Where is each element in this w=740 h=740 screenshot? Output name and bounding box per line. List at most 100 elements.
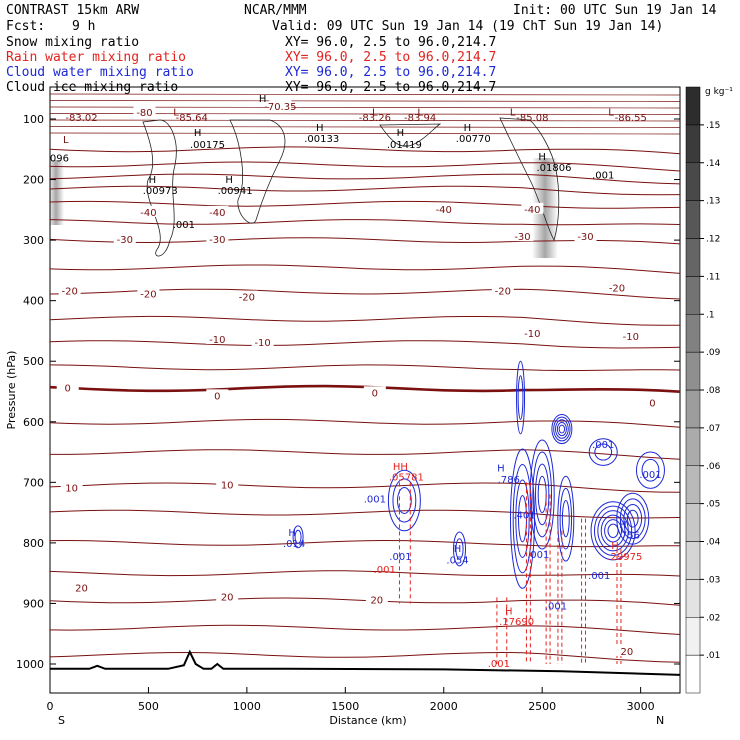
cloud-water-contour [535,463,550,526]
colorbar-swatch [685,465,701,504]
contour-annotation: .001 [639,470,661,481]
contour-annotation: .001 [173,220,195,231]
cloud-water-contour [397,487,412,514]
contour-annotation: H [454,544,462,555]
isotherm-label-bg [491,284,514,296]
isotherm-label: -30 [514,232,530,243]
contour-annotation: .00941 [218,186,253,197]
isotherm [50,173,680,185]
cloud-water-contour [616,492,650,545]
rain-water-contour [557,530,563,664]
isotherm-label-bg [606,281,628,293]
colorbar-label: .06 [706,462,721,472]
isotherm-label-bg [137,287,160,299]
south-label: S [58,714,65,727]
isotherm [50,146,680,155]
y-tick-label: 700 [23,476,44,489]
upper-temp-line [50,93,680,96]
contour-annotation: .014 [283,539,305,550]
contour-annotation: .01419 [387,140,422,151]
cloud-water-contour [607,523,619,538]
contour-annotation: H [259,94,267,105]
isotherm [50,570,680,577]
y-tick-label: 600 [23,416,44,429]
rain-water-contour [545,494,551,664]
isotherm-label-bg [363,386,386,398]
contour-annotation: .001 [545,602,567,613]
colorbar-label: .13 [706,197,720,207]
isotherm [50,624,680,635]
cloud-water-contour [529,439,555,550]
contour-annotation: .001 [588,571,610,582]
isotherm-label: 0 [214,391,220,402]
colorbar-label: .12 [706,235,720,245]
contour-annotation: .00973 [143,186,178,197]
colorbar-swatch [685,617,701,656]
contour-annotation: HH [393,462,408,473]
contour-annotation: -85.08 [516,113,548,124]
isotherm-label: -30 [577,232,593,243]
cloud-water-contour [557,475,575,562]
cloud-water-contour [594,443,613,461]
colorbar-swatch [685,389,701,429]
x-tick-label: 2500 [528,700,556,713]
contour-annotation: .01806 [537,163,572,174]
cloud-water-contour [551,414,573,445]
plot-frame [49,86,681,694]
x-axis-label: Distance (km) [329,714,406,727]
isotherm-label: -70.35 [264,102,296,113]
isotherm-label-bg [251,336,274,348]
y-tick-label: 800 [23,537,44,550]
x-tick-label: 1500 [331,700,359,713]
isotherm-label-bg [206,389,229,401]
x-tick-label: 1000 [233,700,261,713]
y-tick-label: 500 [23,355,44,368]
isotherm [50,200,680,209]
cloud-water-contour [292,525,304,549]
cloud-water-contour [641,458,660,482]
legend-field-2: Cloud water mixing ratio [6,65,194,80]
colorbar-label: .11 [706,272,720,282]
isotherm-label: -30 [117,235,133,246]
y-tick-label: 1000 [16,658,44,671]
y-tick-label: 100 [23,113,44,126]
contour-annotation: H [538,152,546,163]
isotherm [50,340,680,349]
isotherm-label: -10 [209,335,225,346]
cloud-water-contour [604,519,623,543]
isotherm [50,161,680,172]
cloud-water-contour [558,424,566,434]
legend-field-1: Rain water mixing ratio [6,50,186,65]
upper-temp-line [50,132,680,135]
isotherm-label-bg [521,326,544,338]
header: CONTRAST 15km ARW NCAR/MMM Init: 00 UTC … [6,3,717,95]
colorbar: .01 .02 .03 .04 .05 .06 .07 .08 .09 .1 .11 .12 .13 .1… [685,86,721,694]
colorbar-swatch [685,351,701,391]
isotherm [50,509,680,519]
colorbar-swatch [685,124,701,163]
isotherm-label: -10 [524,329,540,340]
cloud-ice-contour [142,119,177,257]
isotherm-label-bg [216,478,239,490]
isotherm-label-bg [206,233,229,245]
isotherm-label: -10 [254,338,270,349]
isotherm [50,185,680,196]
contour-annotation: -86.55 [615,113,647,124]
isotherm [50,449,680,460]
terrain-line [50,649,680,676]
colorbar-swatch [685,579,701,618]
rain-water-contour [581,518,586,664]
contour-annotation: L [417,107,423,118]
cloud-water-contour [453,531,466,567]
y-axis-label: Pressure (hPa) [5,351,18,430]
x-tick-label: 0 [47,700,54,713]
contour-annotation: H [288,528,296,539]
center-label: NCAR/MMM [244,3,307,18]
colorbar-swatch [685,238,701,277]
isotherm [50,418,680,428]
isotherm-label: -20 [62,287,78,298]
plot-contents: -80 -70.35 -40 -40 -40 -40 -30 -30 -30 -30 -20 -20 -… [50,93,680,676]
isotherm-label-bg [619,330,642,341]
colorbar-swatch [685,541,701,580]
colorbar-swatch [685,427,701,466]
